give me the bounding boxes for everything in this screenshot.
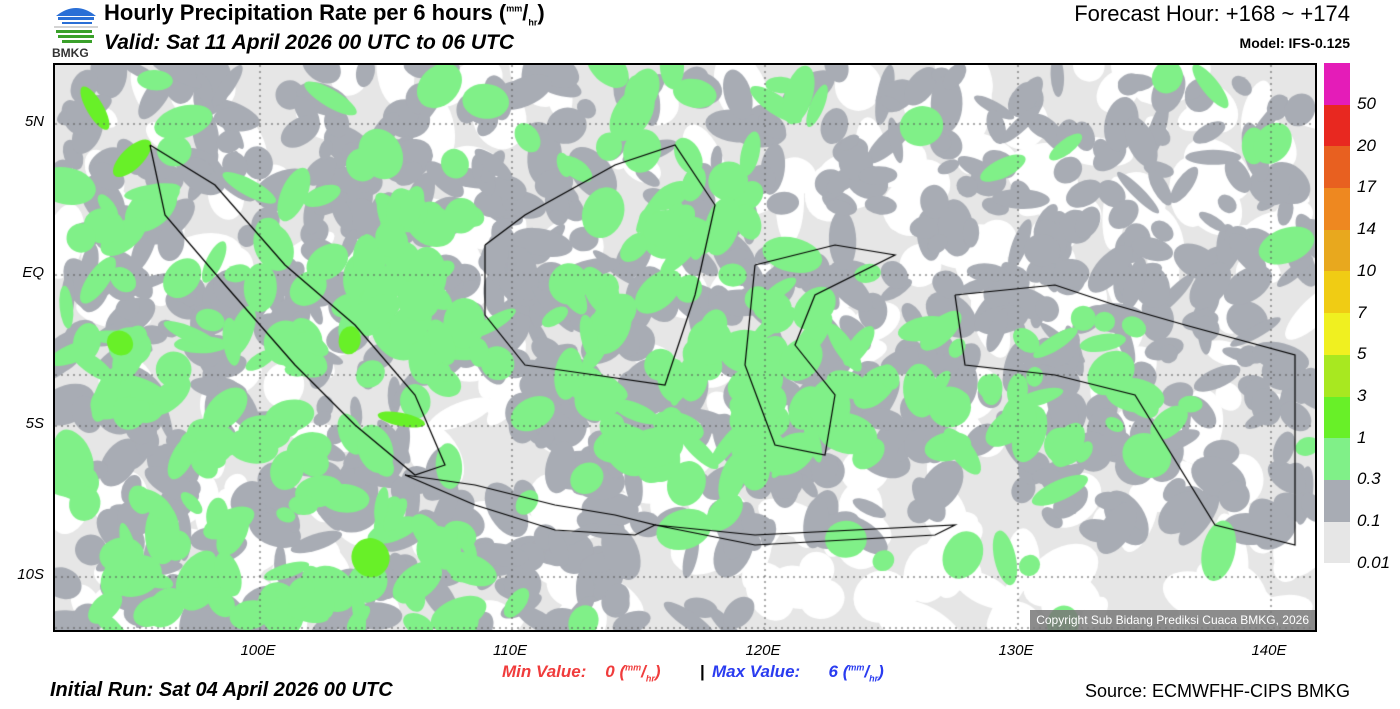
max-value: Max Value: 6 (mm/hr): [712, 662, 884, 684]
unit-den: hr: [645, 673, 655, 684]
lat-label-5s: 5S: [25, 415, 44, 432]
legend-label: 10: [1357, 260, 1376, 280]
precipitation-map: Copyright Sub Bidang Prediksi Cuaca BMKG…: [53, 63, 1317, 632]
copyright-text: Copyright Sub Bidang Prediksi Cuaca BMKG…: [1030, 610, 1315, 630]
valid-time: Valid: Sat 11 April 2026 00 UTC to 06 UT…: [104, 31, 515, 54]
legend-swatch: [1324, 479, 1350, 522]
value-separator: |: [700, 662, 705, 681]
chart-title: Hourly Precipitation Rate per 6 hours (m…: [104, 0, 545, 28]
min-number: 0: [605, 662, 615, 681]
legend-swatch: [1324, 188, 1350, 230]
legend-swatch: [1324, 104, 1350, 147]
lat-label-5n: 5N: [24, 113, 44, 130]
unit-den: hr: [528, 17, 538, 28]
legend-label: 14: [1357, 219, 1376, 239]
lon-label-100e: 100E: [240, 642, 276, 659]
legend-swatch: [1324, 271, 1350, 314]
title-text: Hourly Precipitation Rate per 6 hours: [104, 0, 493, 25]
min-label: Min Value:: [502, 662, 587, 681]
unit-den: hr: [869, 673, 879, 684]
lat-label-eq: EQ: [22, 264, 44, 281]
forecast-hour: Forecast Hour: +168 ~ +174: [1074, 1, 1350, 26]
lon-label-130e: 130E: [998, 642, 1034, 659]
unit-num: mm: [625, 662, 642, 673]
unit-num: mm: [506, 3, 523, 14]
legend-label: 0.3: [1357, 469, 1381, 489]
legend-label: 0.1: [1357, 511, 1381, 530]
logo-text: BMKG: [52, 46, 89, 60]
legend-swatch: [1324, 354, 1350, 397]
legend-swatch: [1324, 146, 1350, 189]
data-source: Source: ECMWFHF-CIPS BMKG: [1084, 681, 1350, 701]
legend-swatch: [1324, 63, 1350, 105]
lon-label-120e: 120E: [745, 642, 781, 659]
lat-label-10s: 10S: [17, 566, 44, 583]
max-label: Max Value:: [712, 662, 801, 681]
legend-swatch: [1324, 229, 1350, 272]
legend-swatch: [1324, 396, 1350, 439]
legend-label: 7: [1357, 302, 1367, 322]
lon-label-140e: 140E: [1251, 642, 1287, 659]
max-number: 6: [828, 662, 838, 681]
model-name: Model: IFS-0.125: [1239, 35, 1350, 51]
legend-label: 20: [1357, 135, 1376, 155]
lon-label-110e: 110E: [493, 642, 527, 659]
legend-swatch: [1324, 313, 1350, 355]
min-value: Min Value: 0 (mm/hr): [502, 662, 661, 684]
bmkg-logo: BMKG: [52, 2, 100, 60]
unit-num: mm: [848, 662, 865, 673]
legend-swatch: [1324, 521, 1350, 564]
legend-swatch: [1324, 438, 1350, 480]
legend-label: 5: [1357, 344, 1367, 364]
legend-label: 3: [1357, 385, 1367, 405]
initial-run: Initial Run: Sat 04 April 2026 00 UTC: [50, 679, 393, 701]
precipitation-field: [55, 65, 1315, 630]
legend-label: 17: [1357, 177, 1376, 197]
legend-label: 1: [1357, 427, 1367, 447]
legend-label: 0.01: [1357, 552, 1391, 572]
legend-label: 50: [1357, 94, 1376, 113]
color-legend: [1324, 63, 1350, 564]
